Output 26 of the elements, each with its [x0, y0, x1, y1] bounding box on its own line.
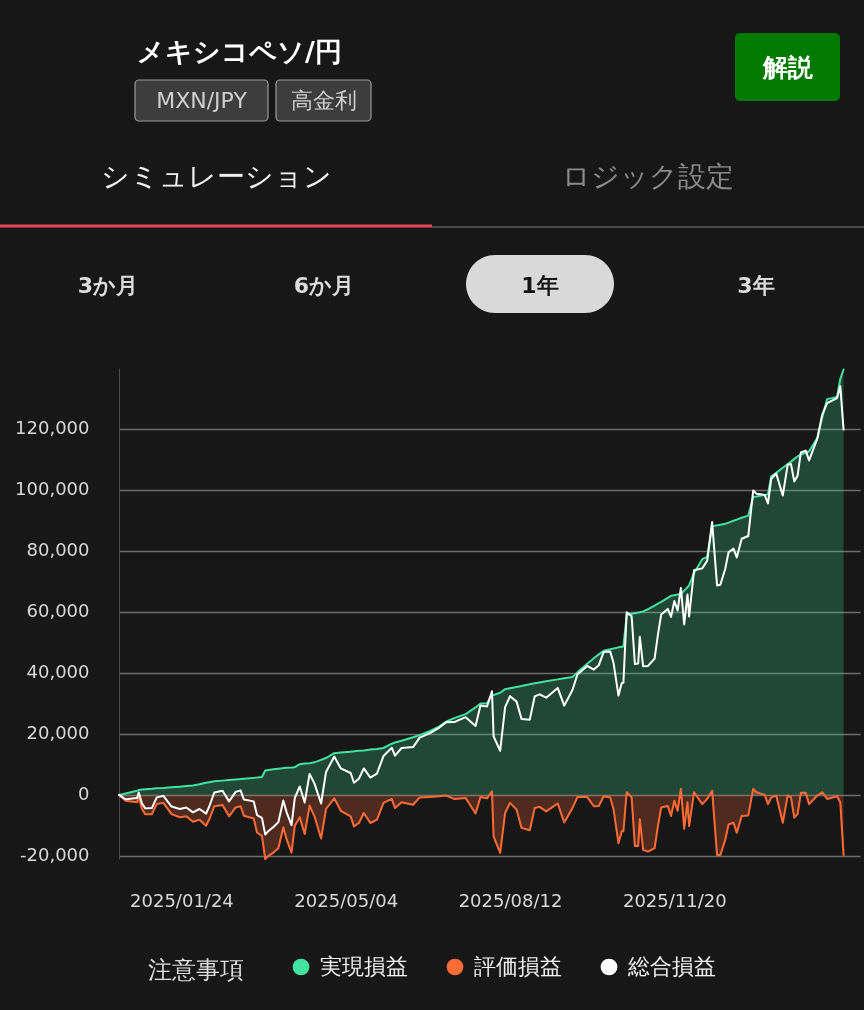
- text: MXN/JPY: [156, 88, 248, 113]
- y-tick-label: 0: [78, 783, 90, 805]
- y-tick-label: -20,000: [20, 844, 90, 866]
- x-tick-label: 2025/01/24: [130, 889, 234, 911]
- y-tick-label: 20,000: [26, 722, 90, 744]
- y-tick-label: 60,000: [26, 600, 90, 622]
- text: 6か月: [293, 273, 355, 298]
- text: シミュレーション: [100, 160, 332, 193]
- chart-title: メキシコペソ/円: [137, 36, 342, 67]
- y-tick-label: 120,000: [15, 417, 90, 439]
- text: ロジック設定: [562, 160, 734, 193]
- x-tick-label: 2025/08/12: [458, 889, 563, 911]
- legend-label: 総合損益: [627, 954, 716, 979]
- legend-label: 実現損益: [320, 954, 408, 979]
- y-tick-label: 80,000: [26, 539, 90, 561]
- text: 解説: [761, 53, 813, 82]
- text: 1年: [521, 273, 559, 298]
- text: 高金利: [290, 88, 357, 113]
- text: 3か月: [77, 273, 139, 298]
- text: 3年: [737, 273, 775, 298]
- text: 注意事項: [148, 956, 244, 984]
- x-tick-label: 2025/05/04: [294, 889, 399, 911]
- y-tick-label: 40,000: [26, 661, 90, 683]
- legend-label: 評価損益: [474, 954, 562, 979]
- x-tick-label: 2025/11/20: [622, 889, 727, 911]
- y-tick-label: 100,000: [15, 478, 90, 500]
